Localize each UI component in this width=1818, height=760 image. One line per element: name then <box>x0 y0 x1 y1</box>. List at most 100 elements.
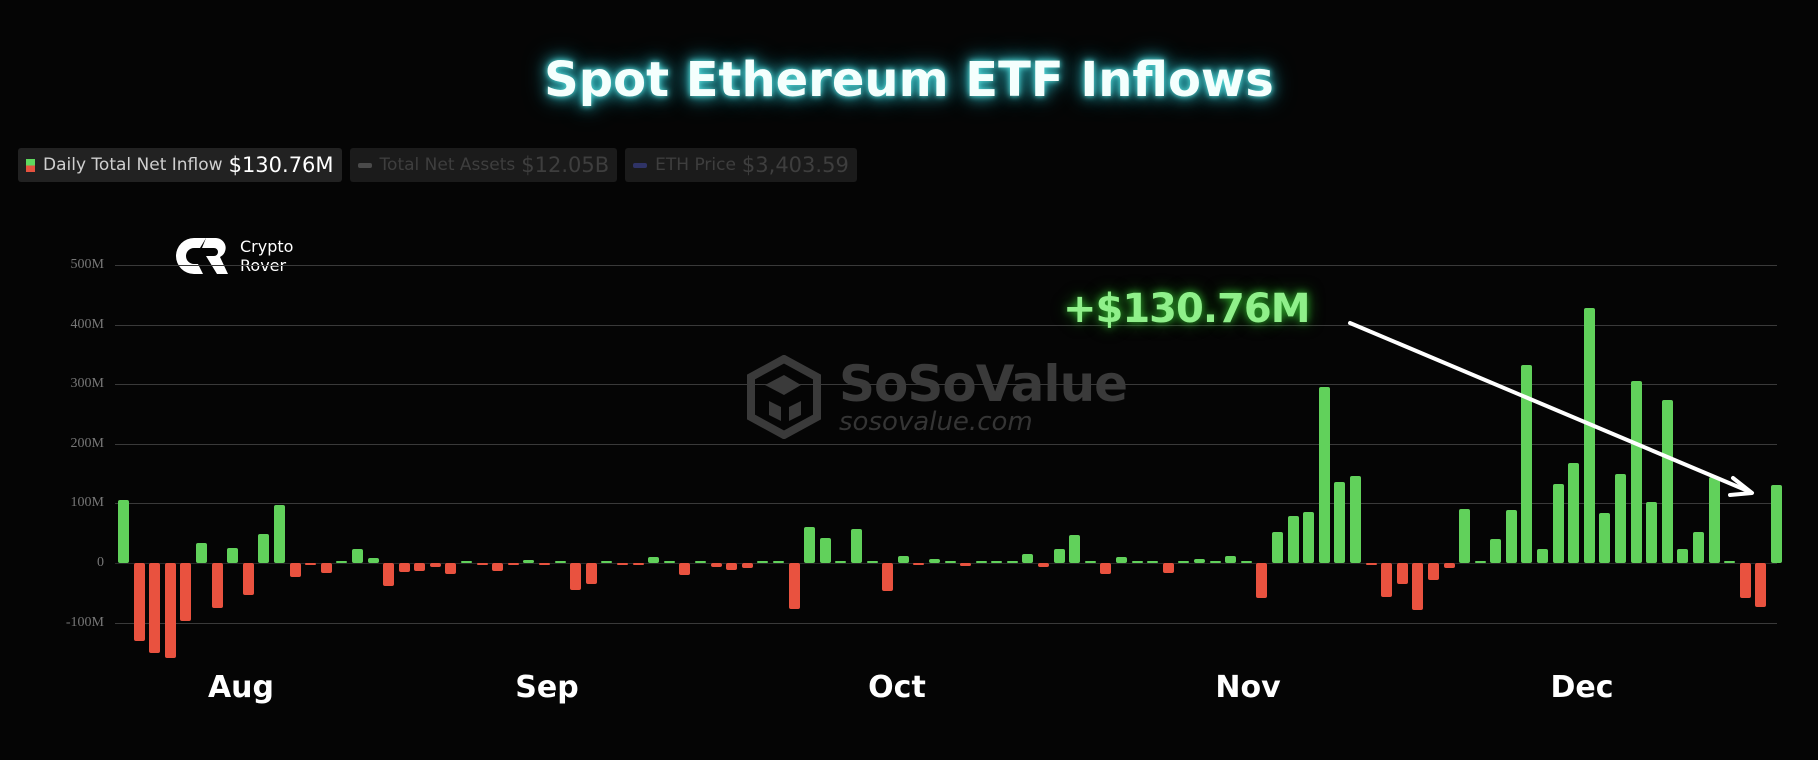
bar[interactable] <box>866 561 878 563</box>
bar[interactable] <box>445 563 457 574</box>
bar[interactable] <box>835 561 847 563</box>
bar[interactable] <box>617 563 629 566</box>
bar[interactable] <box>1677 548 1689 563</box>
bar[interactable] <box>1100 563 1112 574</box>
bar[interactable] <box>461 561 473 563</box>
bar[interactable] <box>539 563 551 565</box>
legend-item-eth-price[interactable]: ETH Price $3,403.59 <box>625 148 857 182</box>
bar[interactable] <box>1334 481 1346 563</box>
bar[interactable] <box>1755 563 1767 607</box>
bar[interactable] <box>632 563 644 566</box>
bar[interactable] <box>1271 532 1283 563</box>
bar[interactable] <box>195 543 207 563</box>
bar[interactable] <box>1708 476 1720 563</box>
bar[interactable] <box>476 563 488 566</box>
bar[interactable] <box>975 561 987 563</box>
bar[interactable] <box>164 563 176 659</box>
bar[interactable] <box>1521 365 1533 563</box>
bar[interactable] <box>741 563 753 568</box>
bar[interactable] <box>492 563 504 571</box>
bar[interactable] <box>1724 561 1736 563</box>
legend-item-daily-net-inflow[interactable]: Daily Total Net Inflow $130.76M <box>18 148 342 182</box>
bar[interactable] <box>1349 475 1361 563</box>
bar[interactable] <box>1240 561 1252 563</box>
bar[interactable] <box>1381 563 1393 597</box>
bar[interactable] <box>1459 508 1471 563</box>
bar[interactable] <box>1006 561 1018 563</box>
bar[interactable] <box>694 561 706 563</box>
bar[interactable] <box>1568 463 1580 563</box>
bar[interactable] <box>1505 509 1517 563</box>
bar[interactable] <box>383 563 395 587</box>
bar[interactable] <box>398 563 410 572</box>
bar[interactable] <box>960 563 972 566</box>
bar[interactable] <box>211 563 223 609</box>
bar[interactable] <box>882 563 894 591</box>
bar[interactable] <box>1427 563 1439 581</box>
bar[interactable] <box>991 561 1003 563</box>
bar[interactable] <box>1147 561 1159 563</box>
bar[interactable] <box>1365 563 1377 565</box>
bar[interactable] <box>601 561 613 563</box>
bar[interactable] <box>1318 387 1330 563</box>
bar[interactable] <box>1661 400 1673 563</box>
bar[interactable] <box>1583 307 1595 563</box>
bar[interactable] <box>133 563 145 642</box>
bar[interactable] <box>242 563 254 596</box>
bar[interactable] <box>648 557 660 563</box>
bar[interactable] <box>1022 554 1034 563</box>
bar[interactable] <box>1256 563 1268 599</box>
bar[interactable] <box>1069 534 1081 563</box>
bar[interactable] <box>367 557 379 563</box>
bar[interactable] <box>1771 484 1782 563</box>
bar[interactable] <box>1131 561 1143 563</box>
bar[interactable] <box>1053 549 1065 563</box>
bar[interactable] <box>554 561 566 563</box>
bar[interactable] <box>1225 555 1237 563</box>
bar[interactable] <box>1396 563 1408 585</box>
bar[interactable] <box>913 563 925 565</box>
bar[interactable] <box>1646 502 1658 563</box>
bar[interactable] <box>585 563 597 585</box>
bar[interactable] <box>1490 539 1502 563</box>
bar[interactable] <box>1630 381 1642 563</box>
bar[interactable] <box>351 549 363 563</box>
bar[interactable] <box>320 563 332 573</box>
bar[interactable] <box>897 555 909 563</box>
bar[interactable] <box>1287 515 1299 563</box>
bar[interactable] <box>804 526 816 563</box>
bar[interactable] <box>1038 563 1050 568</box>
bar[interactable] <box>1178 561 1190 563</box>
bar[interactable] <box>1537 548 1549 563</box>
bar[interactable] <box>928 559 940 563</box>
bar[interactable] <box>819 537 831 563</box>
bar[interactable] <box>663 561 675 563</box>
bar[interactable] <box>850 529 862 563</box>
bar[interactable] <box>726 563 738 571</box>
bar[interactable] <box>227 547 239 563</box>
bar[interactable] <box>1209 561 1221 563</box>
bar[interactable] <box>757 560 769 563</box>
bar[interactable] <box>289 563 301 577</box>
bar[interactable] <box>1116 557 1128 563</box>
bar[interactable] <box>1084 561 1096 563</box>
bar[interactable] <box>118 499 129 563</box>
bar[interactable] <box>1412 563 1424 611</box>
bar[interactable] <box>772 561 784 563</box>
bar[interactable] <box>523 560 535 563</box>
bar[interactable] <box>570 563 582 591</box>
bar[interactable] <box>1599 512 1611 563</box>
bar[interactable] <box>429 563 441 567</box>
bar[interactable] <box>414 563 426 571</box>
bar[interactable] <box>1443 563 1455 569</box>
bar[interactable] <box>507 563 519 566</box>
bar[interactable] <box>258 534 270 563</box>
bar[interactable] <box>1474 561 1486 563</box>
bar[interactable] <box>336 560 348 563</box>
bar[interactable] <box>1693 532 1705 563</box>
bar[interactable] <box>944 561 956 563</box>
bar[interactable] <box>1303 512 1315 563</box>
bar[interactable] <box>1194 559 1205 563</box>
legend-item-total-net-assets[interactable]: Total Net Assets $12.05B <box>349 148 618 182</box>
bar[interactable] <box>1615 474 1627 563</box>
